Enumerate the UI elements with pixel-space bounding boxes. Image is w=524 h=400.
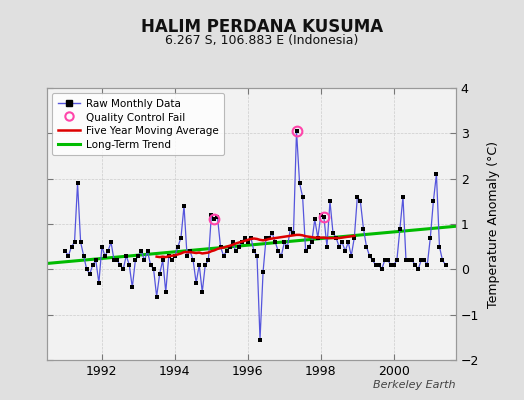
- Legend: Raw Monthly Data, Quality Control Fail, Five Year Moving Average, Long-Term Tren: Raw Monthly Data, Quality Control Fail, …: [52, 93, 224, 156]
- Text: Berkeley Earth: Berkeley Earth: [374, 380, 456, 390]
- Y-axis label: Temperature Anomaly (°C): Temperature Anomaly (°C): [487, 140, 500, 308]
- Text: HALIM PERDANA KUSUMA: HALIM PERDANA KUSUMA: [141, 18, 383, 36]
- Text: 6.267 S, 106.883 E (Indonesia): 6.267 S, 106.883 E (Indonesia): [165, 34, 359, 47]
